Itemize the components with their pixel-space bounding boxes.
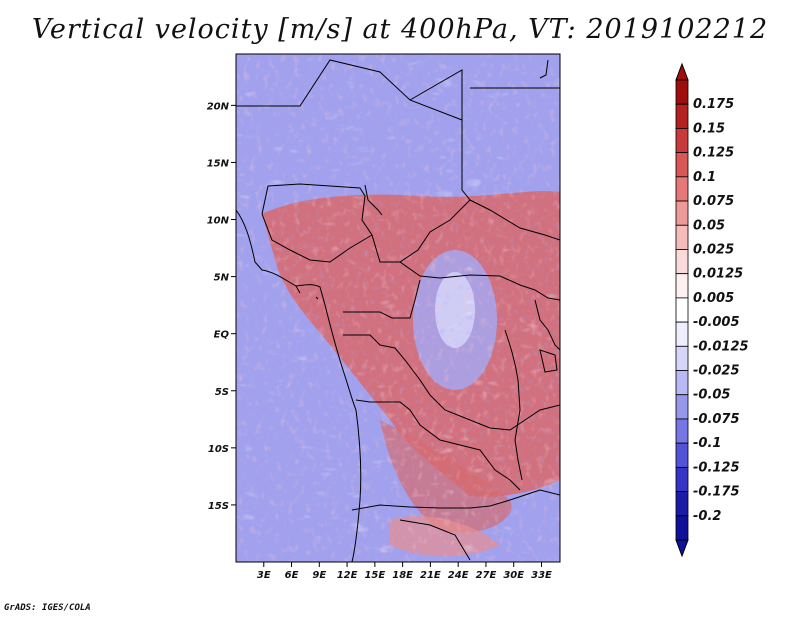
- lon-tick-label: 3E: [257, 570, 271, 581]
- lat-tick-label: EQ: [214, 330, 230, 341]
- colorbar-label: -0.075: [693, 412, 740, 427]
- colorbar-swatch: [675, 418, 689, 444]
- colorbar-label: -0.025: [693, 364, 740, 379]
- colorbar-label: 0.05: [693, 218, 725, 233]
- colorbar-swatch: [675, 466, 689, 492]
- colorbar-swatch: [675, 128, 689, 154]
- colorbar-label: 0.075: [693, 194, 734, 209]
- colorbar-label: -0.05: [693, 388, 730, 403]
- colorbar-label: 0.125: [693, 146, 734, 161]
- colorbar-swatch: [675, 345, 689, 371]
- lon-tick-label: 33E: [531, 570, 552, 581]
- colorbar-swatch: [675, 297, 689, 323]
- map-frame: [235, 53, 561, 563]
- colorbar-swatch: [675, 224, 689, 250]
- velocity-field: [236, 54, 560, 562]
- colorbar-label: 0.025: [693, 242, 734, 257]
- colorbar: 0.175 0.15 0.125 0.1 0.075 0.05 0.025 0.0125 0.0…: [675, 62, 749, 558]
- grads-credit: GrADS: IGES/COLA: [4, 603, 91, 613]
- colorbar-swatch: [675, 176, 689, 202]
- lon-tick-label: 24E: [448, 570, 469, 581]
- lon-tick-label: 15E: [364, 570, 385, 581]
- colorbar-label: -0.005: [693, 315, 740, 330]
- colorbar-over-arrow: [675, 62, 689, 81]
- colorbar-swatch: [675, 491, 689, 517]
- lon-tick-label: 18E: [392, 570, 413, 581]
- coastlines-borders: [236, 59, 560, 562]
- colorbar-label: 0.15: [693, 121, 725, 136]
- colorbar-label: 0.005: [693, 291, 734, 306]
- lon-tick-label: 27E: [476, 570, 497, 581]
- colorbar-swatch: [675, 103, 689, 129]
- colorbar-label: -0.1: [693, 436, 721, 451]
- colorbar-swatch: [675, 442, 689, 468]
- colorbar-swatch: [675, 200, 689, 226]
- colorbar-swatch: [675, 370, 689, 396]
- colorbar-swatch: [675, 273, 689, 299]
- lat-tick-label: 10S: [208, 444, 229, 455]
- lat-tick-label: 15S: [208, 501, 229, 512]
- colorbar-label: -0.175: [693, 485, 740, 500]
- colorbar-swatch: [675, 515, 689, 541]
- latitude-axis: 20N 15N 10N 5N EQ 5S 10S 15S: [207, 101, 236, 512]
- colorbar-label: 0.0125: [693, 267, 743, 282]
- colorbar-label: -0.0125: [693, 339, 749, 354]
- colorbar-label: -0.2: [693, 509, 721, 524]
- lon-tick-label: 6E: [285, 570, 299, 581]
- lat-tick-label: 20N: [207, 101, 230, 112]
- lat-tick-label: 10N: [207, 216, 230, 227]
- map-title: Vertical velocity [m/s] at 400hPa, VT: 2…: [31, 14, 769, 45]
- lat-tick-label: 15N: [207, 158, 230, 169]
- colorbar-swatch: [675, 249, 689, 275]
- colorbar-label: -0.125: [693, 460, 740, 475]
- colorbar-label: 0.1: [693, 170, 716, 185]
- colorbar-label: 0.175: [693, 97, 734, 112]
- colorbar-under-arrow: [675, 539, 689, 558]
- lon-tick-label: 12E: [337, 570, 358, 581]
- colorbar-swatch: [675, 321, 689, 347]
- longitude-axis: 3E 6E 9E 12E 15E 18E 21E 24E 27E 30E 33E: [257, 562, 552, 581]
- colorbar-swatch: [675, 152, 689, 178]
- lat-tick-label: 5N: [214, 273, 230, 284]
- lon-tick-label: 9E: [312, 570, 326, 581]
- lon-tick-label: 30E: [503, 570, 524, 581]
- lon-tick-label: 21E: [420, 570, 441, 581]
- colorbar-swatch: [675, 79, 689, 105]
- colorbar-swatch: [675, 394, 689, 420]
- lat-tick-label: 5S: [215, 387, 229, 398]
